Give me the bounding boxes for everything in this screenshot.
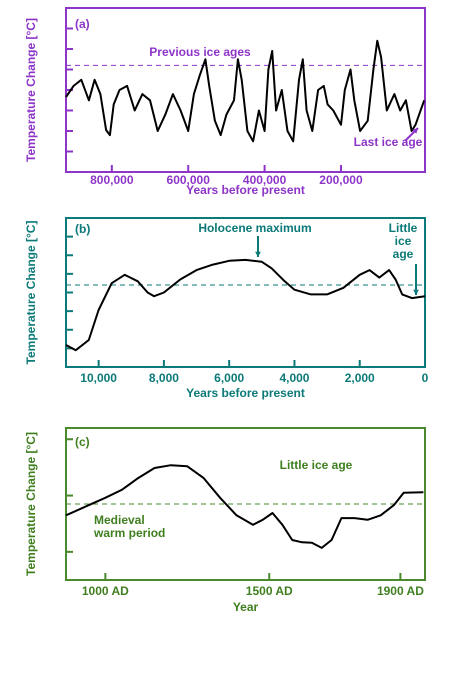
- annotation: Previous ice ages: [149, 45, 251, 59]
- annotation: Little: [389, 221, 418, 235]
- data-line: [65, 464, 424, 549]
- x-tick-label: 600,000: [167, 173, 211, 187]
- annotation: ice: [395, 234, 412, 248]
- x-tick-label: 1000 AD: [82, 584, 129, 598]
- plot-frame: [65, 427, 426, 581]
- x-tick-label: 0: [422, 371, 429, 385]
- annotation: Holocene maximum: [198, 221, 311, 235]
- panel-label: (a): [75, 17, 90, 31]
- x-tick-label: 6,000: [214, 371, 244, 385]
- y-axis-title: Temperature Change [°C]: [24, 432, 38, 576]
- annotation: Little ice age: [280, 458, 353, 472]
- annotation: Medieval: [94, 513, 145, 527]
- x-tick-label: 400,000: [243, 173, 287, 187]
- panel-label: (c): [75, 435, 90, 449]
- x-tick-label: 2,000: [345, 371, 375, 385]
- panel-label: (b): [75, 222, 90, 236]
- arrow-head: [413, 289, 419, 295]
- x-axis-title: Years before present: [186, 183, 305, 197]
- y-axis-title: Temperature Change [°C]: [24, 18, 38, 162]
- x-tick-label: 8,000: [149, 371, 179, 385]
- x-axis-title: Year: [233, 600, 259, 614]
- x-axis-title: Years before present: [186, 386, 305, 400]
- arrow-head: [255, 251, 261, 257]
- data-line: [65, 39, 426, 143]
- x-tick-label: 1500 AD: [246, 584, 293, 598]
- x-tick-label: 200,000: [319, 173, 363, 187]
- arrow-head: [412, 128, 418, 134]
- data-line: [65, 258, 426, 352]
- x-tick-label: 4,000: [279, 371, 309, 385]
- y-axis-title: Temperature Change [°C]: [24, 221, 38, 365]
- x-tick-label: 800,000: [90, 173, 134, 187]
- annotation: Last ice age: [354, 135, 423, 149]
- annotation: warm period: [93, 526, 165, 540]
- x-tick-label: 1900 AD: [377, 584, 424, 598]
- annotation: age: [393, 247, 414, 261]
- plot-frame: [65, 217, 426, 368]
- x-tick-label: 10,000: [80, 371, 117, 385]
